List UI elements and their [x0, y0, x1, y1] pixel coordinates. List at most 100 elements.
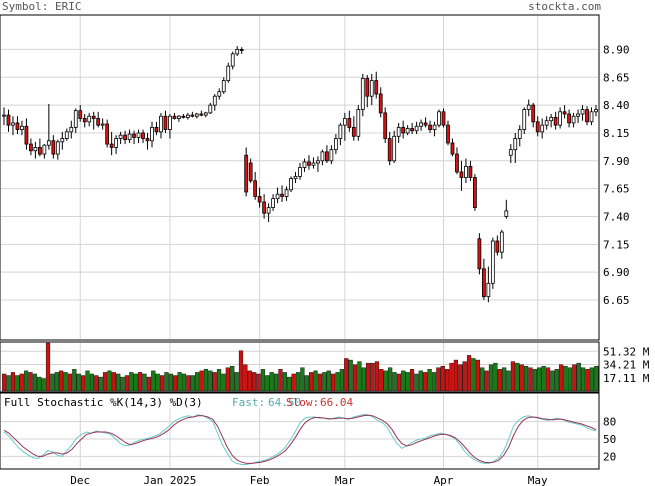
candle — [91, 111, 96, 130]
stochastic-lines — [3, 414, 597, 465]
candle — [37, 138, 42, 157]
volume-bar — [225, 367, 230, 392]
volume-bar — [370, 362, 375, 392]
candle — [55, 139, 60, 160]
volume-bar — [392, 372, 397, 392]
candle-body — [544, 120, 549, 126]
candle — [594, 105, 598, 117]
candle-body — [55, 141, 60, 155]
volume-bar — [32, 373, 37, 392]
candle-body — [580, 109, 585, 115]
candle-body — [351, 126, 356, 137]
volume-bar — [54, 372, 59, 392]
volume-bar — [50, 373, 55, 392]
candle — [20, 120, 24, 136]
volume-bar — [396, 373, 402, 392]
volume-bar — [502, 367, 507, 392]
candle-body — [163, 115, 168, 131]
volume-bar — [190, 375, 195, 392]
candle-body — [553, 116, 558, 126]
candle — [473, 174, 477, 211]
candle-body — [325, 151, 329, 162]
candle — [571, 112, 576, 128]
volume-axis-labels: 51.32 M34.21 M17.11 M — [603, 345, 650, 384]
volume-bar — [116, 373, 121, 392]
candle — [177, 115, 181, 122]
volume-bar — [405, 372, 410, 392]
candle — [513, 132, 518, 164]
candle-body — [558, 111, 563, 126]
volume-bar — [331, 373, 336, 392]
volume-bar — [273, 373, 279, 392]
candle — [82, 114, 87, 128]
candle-body — [24, 125, 29, 145]
candle — [163, 110, 168, 133]
candle-body — [562, 111, 567, 115]
candle-body — [145, 138, 150, 142]
candle — [87, 112, 92, 127]
price-tick-label: 8.40 — [603, 99, 630, 112]
candle — [490, 237, 495, 289]
volume-bar — [111, 372, 116, 392]
stochastic-tick-label: 80 — [603, 416, 616, 429]
volume-bar — [173, 375, 178, 392]
volume-bar — [238, 350, 244, 392]
symbol-label: Symbol: ERIC — [2, 0, 82, 13]
price-tick-label: 8.15 — [603, 127, 630, 140]
volume-bar — [63, 372, 68, 392]
volume-bar — [59, 370, 64, 392]
candle — [360, 73, 365, 117]
price-grid — [1, 16, 598, 339]
volume-bar — [344, 358, 349, 392]
candle — [392, 130, 397, 164]
volume-bar — [445, 369, 450, 392]
candle-body — [504, 210, 509, 217]
candle-body — [549, 116, 554, 122]
candle-body — [414, 125, 419, 132]
candle-body — [136, 132, 141, 138]
volume-bar — [418, 370, 423, 392]
stochastic-panel: 80 50 20 Full Stochastic %K(14,3) %D(3) Fa… — [0, 392, 616, 470]
stochastic-tick-label: 50 — [603, 433, 616, 446]
volume-bar — [436, 367, 441, 392]
volume-bar — [295, 372, 301, 392]
volume-bar — [155, 373, 160, 392]
candle — [320, 149, 325, 166]
stochastic-tick-label: 20 — [603, 450, 616, 463]
volume-bar — [252, 372, 257, 392]
volume-bar — [278, 369, 283, 392]
volume-bar — [361, 367, 366, 392]
candle-body — [477, 238, 482, 270]
volume-bar — [453, 359, 459, 392]
price-tick-label: 7.40 — [603, 210, 630, 223]
candle-body — [383, 112, 388, 139]
candle — [114, 135, 119, 155]
volume-bar — [146, 376, 152, 392]
candle-body — [571, 115, 576, 124]
volume-bar — [85, 370, 90, 392]
candle-body — [594, 109, 598, 113]
candle-body — [508, 149, 513, 156]
volume-bar — [379, 369, 384, 392]
candle — [455, 147, 459, 175]
candle-body — [239, 49, 244, 51]
candle-body — [423, 122, 428, 126]
volume-bar — [216, 369, 222, 392]
candle — [477, 233, 482, 275]
volume-bar — [519, 364, 524, 392]
candle-body — [33, 147, 38, 152]
candle — [401, 120, 406, 139]
volume-bar — [326, 370, 331, 392]
candle — [29, 138, 33, 156]
candle-body — [329, 149, 334, 162]
price-axis-labels: 8.90 8.65 8.40 8.15 7.90 7.65 7.40 7.15 6.90 6.65 — [603, 43, 630, 307]
candle — [244, 147, 249, 197]
candle — [217, 88, 222, 100]
stochastic-panel-frame — [0, 392, 600, 470]
volume-bar — [300, 367, 305, 392]
candle-body — [208, 104, 213, 114]
date-label: May — [528, 474, 548, 486]
candle — [118, 131, 123, 145]
candle — [432, 121, 437, 137]
